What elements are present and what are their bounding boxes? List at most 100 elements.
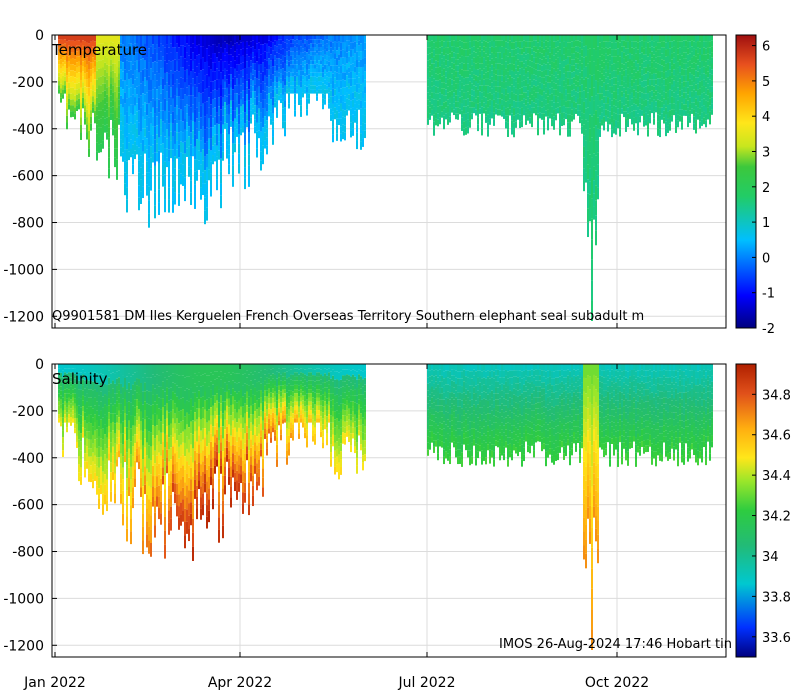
temperature-profile-cell [122, 80, 124, 90]
temperature-profile-cell [150, 68, 152, 80]
salinity-profile-cell [110, 423, 112, 433]
temperature-profile-cell [358, 45, 360, 52]
temperature-profile-cell [284, 100, 286, 108]
temperature-profile-cell [300, 111, 302, 117]
temperature-profile-cell [188, 55, 190, 66]
temperature-profile-cell [467, 70, 469, 78]
temperature-profile-cell [90, 35, 92, 42]
temperature-profile-cell [647, 122, 649, 130]
temperature-profile-cell [519, 35, 521, 42]
temperature-profile-cell [587, 121, 589, 137]
temperature-profile-cell [122, 62, 124, 72]
temperature-profile-cell [212, 155, 214, 165]
temperature-profile-cell [515, 54, 517, 62]
temperature-profile-cell [306, 46, 308, 53]
temperature-profile-cell [262, 62, 264, 72]
temperature-profile-cell [360, 108, 362, 117]
temperature-profile-cell [555, 59, 557, 66]
salinity-profile-cell [118, 410, 120, 418]
temperature-profile-cell [126, 60, 128, 74]
temperature-profile-cell [427, 79, 429, 87]
salinity-profile-cell [100, 401, 102, 411]
temperature-profile-cell [84, 41, 86, 48]
temperature-profile-cell [146, 103, 148, 116]
temperature-profile-cell [344, 72, 346, 81]
temperature-profile-cell [220, 35, 222, 48]
temperature-profile-cell [124, 160, 126, 173]
temperature-profile-cell [324, 64, 326, 70]
temperature-profile-cell [176, 105, 178, 115]
salinity-profile-cell [118, 450, 120, 457]
temperature-profile-cell [523, 52, 525, 58]
temperature-profile-cell [158, 163, 160, 177]
temperature-profile-cell [615, 56, 617, 64]
temperature-profile-cell [158, 176, 160, 190]
temperature-profile-cell [437, 100, 439, 107]
temperature-profile-cell [433, 49, 435, 57]
temperature-profile-cell [551, 41, 553, 49]
salinity-profile-cell [66, 393, 68, 399]
temperature-profile-cell [609, 92, 611, 99]
temperature-profile-cell [523, 103, 525, 110]
temperature-profile-cell [80, 132, 82, 140]
temperature-profile-cell [98, 93, 100, 103]
temperature-profile-cell [342, 94, 344, 102]
temperature-profile-cell [58, 85, 60, 90]
temperature-profile-cell [507, 129, 509, 137]
salinity-profile-cell [94, 414, 96, 423]
temperature-profile-cell [605, 35, 607, 42]
temperature-profile-cell [443, 61, 445, 69]
temperature-profile-cell [318, 55, 320, 61]
salinity-profile-cell [132, 487, 134, 498]
temperature-profile-cell [547, 103, 549, 110]
temperature-profile-cell [485, 91, 487, 98]
salinity-profile-cell [68, 414, 70, 419]
temperature-profile-cell [218, 61, 220, 71]
temperature-profile-cell [230, 100, 232, 108]
salinity-profile-cell [156, 364, 158, 375]
temperature-profile-cell [354, 53, 356, 61]
salinity-profile-cell [150, 460, 152, 475]
temperature-profile-cell [503, 100, 505, 107]
temperature-profile-cell [256, 140, 258, 149]
salinity-profile-cell [108, 446, 110, 454]
temperature-profile-cell [575, 80, 577, 86]
temperature-profile-cell [531, 74, 533, 82]
temperature-profile-cell [665, 92, 667, 101]
temperature-profile-cell [635, 104, 637, 111]
salinity-profile-cell [104, 424, 106, 435]
temperature-profile-cell [294, 64, 296, 70]
temperature-profile-cell [529, 35, 531, 42]
temperature-profile-cell [190, 95, 192, 108]
temperature-profile-cell [459, 74, 461, 81]
temperature-profile-cell [148, 76, 150, 91]
temperature-profile-cell [210, 104, 212, 116]
temperature-profile-cell [641, 104, 643, 111]
temperature-profile-cell [667, 83, 669, 91]
temperature-profile-cell [693, 48, 695, 56]
temperature-profile-cell [465, 63, 467, 71]
temperature-profile-cell [567, 49, 569, 57]
temperature-profile-cell [324, 44, 326, 50]
temperature-profile-cell [316, 58, 318, 64]
temperature-profile-cell [641, 110, 643, 116]
temperature-profile-cell [647, 64, 649, 72]
salinity-profile-cell [114, 463, 116, 474]
temperature-profile-cell [266, 52, 268, 61]
temperature-profile-cell [168, 111, 170, 124]
temperature-profile-cell [114, 157, 116, 168]
temperature-profile-cell [681, 55, 683, 63]
temperature-profile-cell [162, 164, 164, 176]
salinity-profile-cell [68, 364, 70, 369]
temperature-profile-cell [306, 63, 308, 70]
temperature-profile-cell [96, 106, 98, 116]
temperature-profile-cell [304, 51, 306, 56]
temperature-profile-cell [537, 120, 539, 129]
salinity-profile-cell [84, 396, 86, 405]
temperature-profile-cell [679, 96, 681, 104]
temperature-profile-cell [637, 63, 639, 71]
temperature-profile-cell [431, 35, 433, 41]
temperature-profile-cell [569, 35, 571, 43]
temperature-profile-cell [252, 69, 254, 75]
